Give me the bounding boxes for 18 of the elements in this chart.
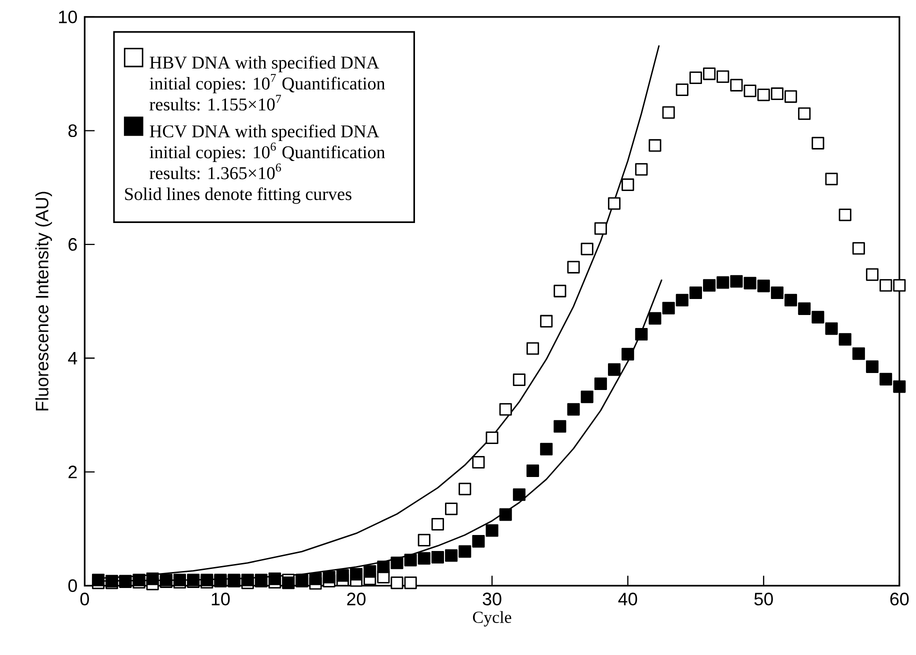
y-tick-label: 10 bbox=[59, 10, 77, 24]
y-tick-label: 8 bbox=[68, 124, 77, 137]
x-tick-label: 0 bbox=[80, 592, 89, 606]
y-tick-label: 2 bbox=[68, 465, 77, 478]
x-tick-label: 10 bbox=[212, 592, 230, 606]
legend-label: HCV DNA with specified DNA initial copies: 10$^{6}$ Quantification results: 1.365×10$^{6}$ bbox=[150, 124, 385, 180]
x-tick-label: 60 bbox=[890, 592, 909, 606]
y-axis-title: Fluorescence Intensity (AU) bbox=[35, 192, 52, 410]
legend-label: HBV DNA with specified DNA initial copies: 10$^{7}$ Quantification results: 1.155×10$^{7}$ bbox=[150, 56, 385, 110]
x-tick-label: 50 bbox=[754, 592, 773, 606]
x-axis-title: Cycle bbox=[472, 610, 512, 626]
y-tick-label: 6 bbox=[68, 238, 77, 251]
x-tick-label: 30 bbox=[482, 592, 502, 606]
x-tick-label: 20 bbox=[347, 592, 366, 606]
annotation: Solid lines denote fitting curves bbox=[125, 187, 352, 204]
y-tick-label: 0 bbox=[68, 579, 77, 592]
y-tick-label: 4 bbox=[68, 352, 78, 364]
x-tick-label: 40 bbox=[618, 592, 638, 606]
